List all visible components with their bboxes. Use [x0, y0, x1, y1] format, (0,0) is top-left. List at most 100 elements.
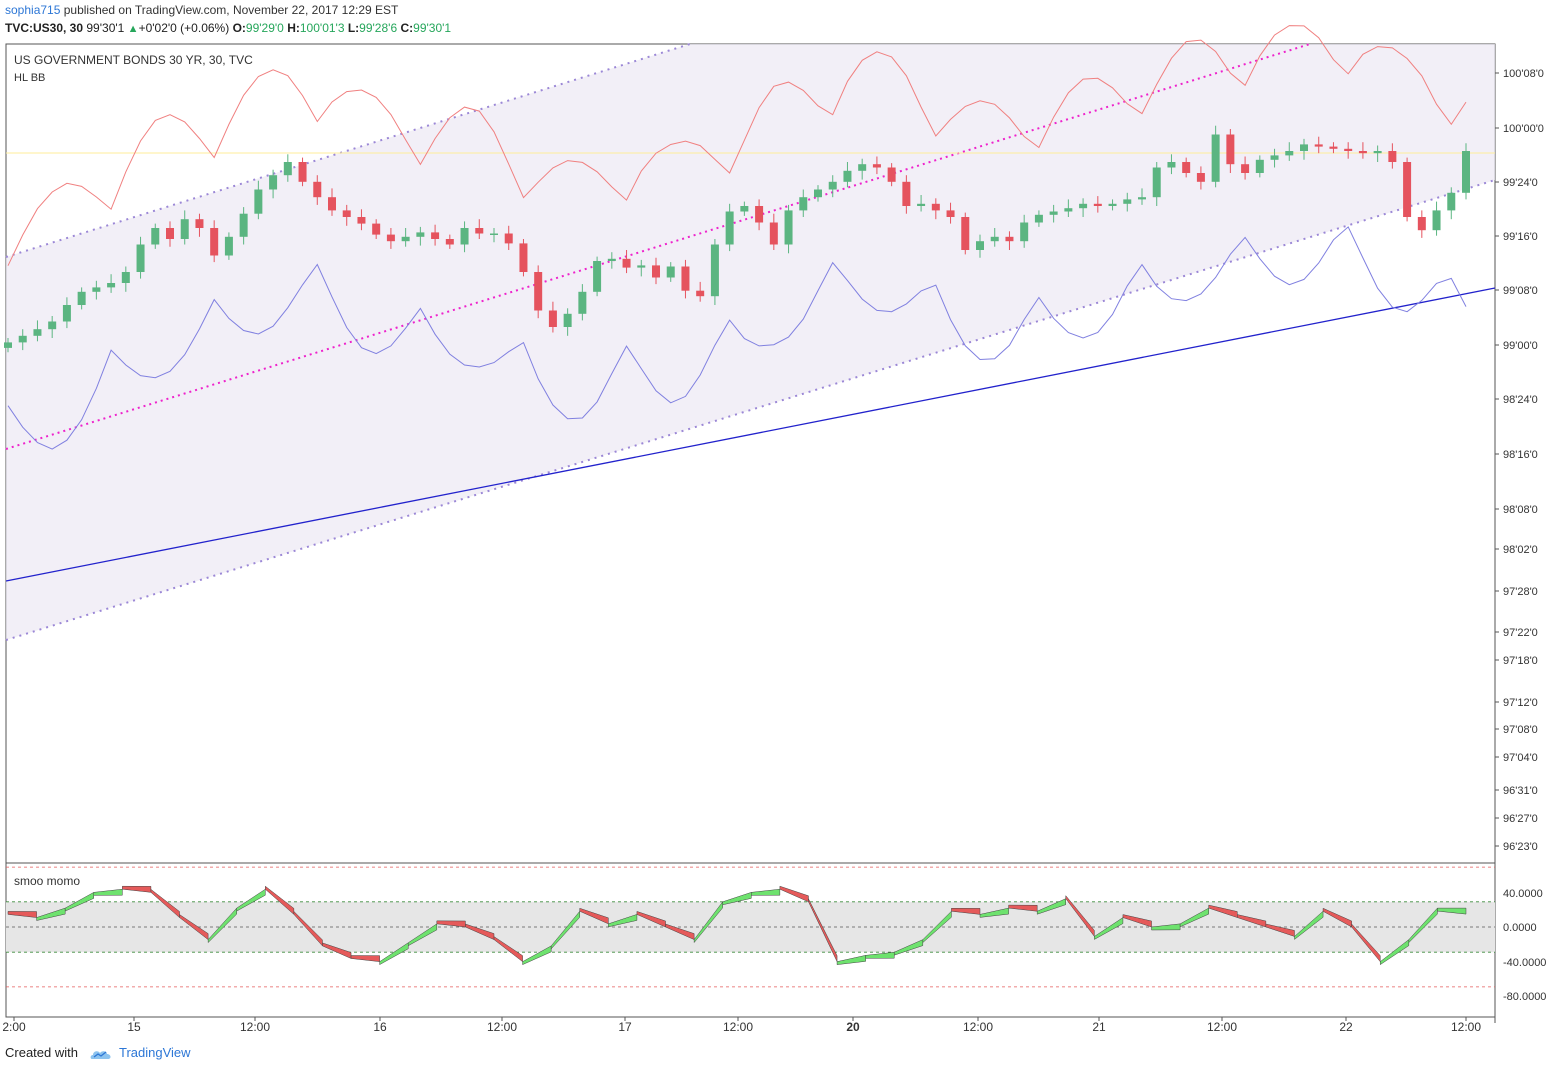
- chart-title: US GOVERNMENT BONDS 30 YR, 30, TVC: [14, 53, 253, 67]
- candle-body: [1226, 134, 1235, 165]
- oscillator-title: smoo momo: [14, 874, 80, 888]
- momentum-segment: [522, 945, 552, 966]
- price-tick-label: 97'04'0: [1503, 752, 1538, 764]
- lower-band: [7, 226, 1467, 450]
- candle-body: [593, 261, 602, 292]
- candle-body: [1300, 144, 1308, 151]
- candle-body: [607, 258, 616, 261]
- high-value: 100'01'3: [299, 21, 345, 35]
- price-tick-label: 96'23'0: [1503, 841, 1538, 853]
- time-tick-label: 12:00: [1207, 1020, 1237, 1034]
- candle-body: [578, 291, 587, 314]
- close-value: 99'30'1: [413, 21, 452, 35]
- candle-body: [1241, 164, 1250, 173]
- momentum-segment: [922, 910, 952, 944]
- candle-body: [1373, 151, 1382, 154]
- momentum-segment: [64, 891, 95, 912]
- channel-lower-line: [5, 179, 1496, 641]
- candle-body: [961, 217, 970, 250]
- price-tick-label: 100'00'0: [1503, 123, 1544, 135]
- momentum-segment: [1151, 923, 1181, 931]
- open-value: 99'29'0: [245, 21, 284, 35]
- candle-body: [710, 244, 719, 297]
- momentum-segment: [579, 907, 609, 925]
- candle-body: [1447, 192, 1456, 211]
- momentum-segment: [636, 911, 666, 928]
- momentum-segment: [293, 910, 323, 947]
- momentum-segment: [379, 942, 409, 966]
- candle-body: [1314, 144, 1323, 147]
- momentum-segment: [1322, 907, 1352, 928]
- candle-body: [1138, 197, 1146, 200]
- time-tick-label: 12:00: [723, 1020, 753, 1034]
- momentum-segment: [979, 907, 1009, 918]
- candle-body: [1358, 151, 1367, 154]
- candle-body: [548, 310, 557, 327]
- candle-body: [931, 203, 940, 211]
- price-change: +0'02'0 (+0.06%): [138, 21, 230, 35]
- tradingview-link[interactable]: TradingView: [119, 1045, 191, 1060]
- candle-body: [48, 321, 57, 330]
- candle-body: [755, 206, 764, 223]
- candle-body: [1123, 199, 1132, 204]
- last-price: 99'30'1: [86, 21, 125, 35]
- candle-body: [33, 329, 42, 336]
- publish-info: sophia715 published on TradingView.com, …: [5, 3, 398, 17]
- momentum-segment: [350, 955, 380, 962]
- candle-body: [666, 266, 675, 278]
- open-label: O:: [232, 21, 246, 35]
- candle-body: [460, 228, 469, 245]
- momentum-segment: [550, 910, 581, 950]
- price-tick-label: 97'12'0: [1503, 697, 1538, 709]
- candle-body: [1403, 162, 1412, 217]
- author-link[interactable]: sophia715: [5, 3, 61, 17]
- price-tick-label: 99'24'0: [1503, 177, 1538, 189]
- momentum-segment: [722, 892, 752, 906]
- momentum-segment: [751, 888, 781, 896]
- candle-body: [210, 228, 219, 256]
- candle-body: [195, 219, 204, 228]
- time-tick-label: 20: [846, 1020, 860, 1034]
- price-tick-label: 99'00'0: [1503, 340, 1538, 352]
- candle-body: [652, 265, 660, 278]
- price-tick-label: 98'16'0: [1503, 449, 1538, 461]
- tradingview-cloud-icon: [90, 1050, 111, 1059]
- momentum-segment: [150, 888, 180, 919]
- momentum-segment: [1065, 894, 1095, 938]
- candle-body: [4, 342, 12, 348]
- momentum-segment: [1208, 904, 1238, 918]
- candle-body: [725, 211, 734, 245]
- candle-body: [814, 189, 822, 198]
- candle-body: [386, 234, 395, 242]
- candle-body: [1093, 203, 1102, 206]
- channel-upper-line: [5, 43, 691, 258]
- momentum-segment: [1408, 907, 1438, 944]
- candle-body: [151, 228, 160, 245]
- momentum-segment: [1179, 907, 1209, 928]
- oscillator-tick-label: -40.0000: [1503, 957, 1546, 969]
- candle-body: [77, 291, 86, 305]
- momentum-segment: [1379, 939, 1410, 966]
- candle-body: [107, 283, 116, 288]
- price-tick-label: 98'08'0: [1503, 504, 1538, 516]
- candle-body: [1182, 162, 1191, 173]
- candle-body: [504, 233, 513, 244]
- price-tick-label: 97'28'0: [1503, 586, 1538, 598]
- low-label: L:: [347, 21, 360, 35]
- price-tick-label: 97'18'0: [1503, 655, 1538, 667]
- candle-body: [416, 232, 425, 237]
- momentum-segment: [1036, 898, 1067, 915]
- momentum-segment: [179, 914, 209, 941]
- candle-body: [298, 162, 307, 182]
- momentum-segment: [93, 888, 123, 896]
- candle-body: [843, 170, 852, 182]
- candle-body: [224, 236, 233, 256]
- published-text: published on TradingView.com, November 2…: [60, 3, 399, 17]
- candle-body: [1064, 208, 1073, 212]
- momentum-segment: [207, 907, 237, 944]
- price-tick-label: 96'27'0: [1503, 813, 1538, 825]
- candle-body: [372, 223, 381, 235]
- momentum-segment: [122, 885, 152, 893]
- momentum-segment: [36, 907, 66, 921]
